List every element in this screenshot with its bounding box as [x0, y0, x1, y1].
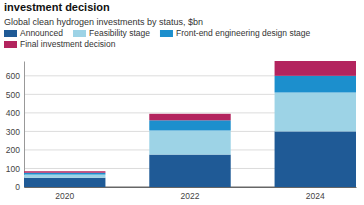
y-axis: 0 100 200 300 400 500 600	[6, 62, 25, 193]
subtitle: Global clean hydrogen investments by sta…	[4, 17, 203, 27]
title: investment decision	[4, 1, 110, 13]
y-tick-label: 500	[6, 90, 20, 100]
legend-item: Final investment decision	[4, 39, 116, 49]
chart: investment decision Global clean hydrogen…	[0, 0, 364, 205]
legend-label: Announced	[20, 28, 63, 38]
bar	[24, 173, 105, 175]
y-tick-label: 0	[15, 182, 20, 192]
bar	[24, 171, 105, 172]
x-tick: 2022	[181, 187, 200, 201]
bar	[24, 175, 105, 178]
y-tick-label: 600	[6, 71, 20, 81]
y-tick: 400	[6, 108, 24, 118]
y-tick-label: 100	[6, 164, 20, 174]
legend-swatch	[4, 30, 17, 37]
legend-item: Feasibility stage	[73, 28, 150, 38]
legend-swatch	[160, 30, 173, 37]
x-tick-label: 2020	[55, 191, 74, 201]
bar	[275, 61, 356, 76]
x-tick: 2020	[55, 187, 74, 201]
y-tick: 0	[15, 182, 24, 192]
y-tick: 100	[6, 164, 24, 174]
bar	[149, 114, 230, 120]
legend-item: Front-end engineering design stage	[160, 28, 310, 38]
bar	[149, 130, 230, 154]
legend-swatch	[4, 41, 17, 48]
legend-item: Announced	[4, 28, 63, 38]
y-tick-label: 200	[6, 145, 20, 155]
bar	[149, 155, 230, 187]
x-axis: 2020 2022 2024	[25, 187, 357, 201]
x-tick: 2024	[306, 187, 325, 201]
y-tick-label: 400	[6, 108, 20, 118]
legend-label: Feasibility stage	[89, 28, 150, 38]
y-tick-label: 300	[6, 127, 20, 137]
y-axis-line	[24, 62, 25, 188]
legend-swatch	[73, 30, 86, 37]
bar	[149, 120, 230, 130]
legend-label: Front-end engineering design stage	[176, 28, 310, 38]
y-tick: 300	[6, 127, 24, 137]
y-tick: 200	[6, 145, 24, 155]
y-tick: 600	[6, 71, 24, 81]
bars	[24, 61, 356, 187]
bar	[275, 93, 356, 132]
bar	[275, 76, 356, 93]
x-tick-label: 2022	[181, 191, 200, 201]
x-axis-line	[25, 187, 357, 188]
bar	[24, 178, 105, 187]
y-tick: 500	[6, 90, 24, 100]
x-tick-label: 2024	[306, 191, 325, 201]
legend-label: Final investment decision	[20, 39, 116, 49]
grid	[24, 76, 356, 187]
legend: Announced Feasibility stage Front-end engi…	[4, 28, 310, 49]
bar	[275, 131, 356, 187]
